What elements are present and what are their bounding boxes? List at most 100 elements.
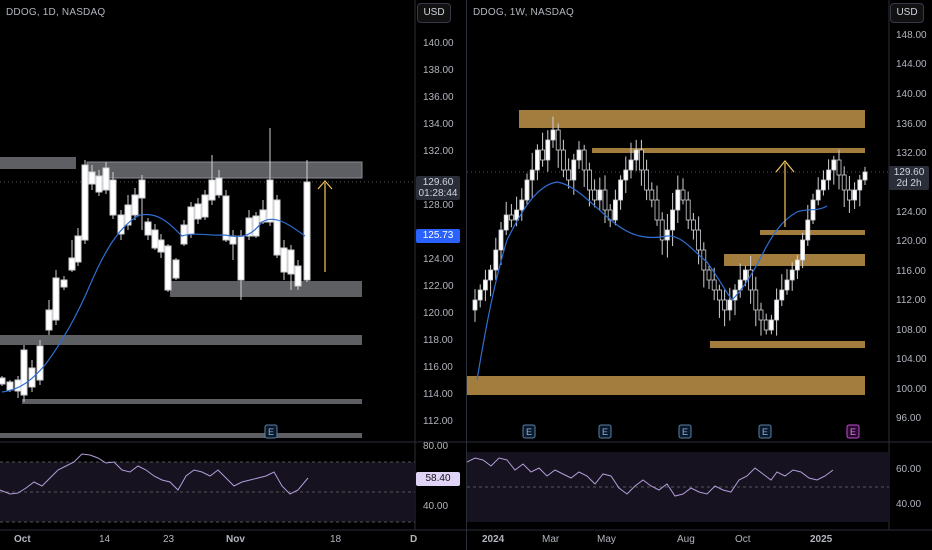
right-candle-body (779, 289, 785, 301)
right-earnings-icon: E (682, 427, 688, 437)
left-rsi-label: 40.00 (423, 501, 449, 512)
left-candle-body (273, 199, 281, 256)
right-x-label: Mar (542, 534, 560, 545)
right-candle-body (654, 199, 660, 221)
left-last-price: 129.60 (422, 177, 454, 188)
left-rsi-tag: 58.40 (416, 472, 460, 486)
right-candle-body (503, 214, 509, 231)
pane-divider[interactable] (466, 0, 467, 550)
right-earnings-icon: E (850, 427, 856, 437)
left-ma-tag: 125.73 (416, 229, 460, 243)
right-earnings-icon: E (526, 427, 532, 437)
right-y-label: 136.00 (896, 119, 927, 130)
right-earnings-badge (846, 424, 860, 439)
right-candle-body (826, 169, 832, 181)
left-y-label: 128.00 (423, 200, 454, 211)
left-candle-body (45, 309, 53, 331)
left-x-label: 23 (163, 534, 175, 545)
right-rsi-label: 60.00 (896, 464, 922, 475)
left-y-label: 120.00 (423, 308, 454, 319)
right-rsi-label: 40.00 (896, 499, 922, 510)
right-x-label: Aug (677, 534, 695, 545)
right-candle-body (794, 259, 800, 271)
right-candle-body (758, 309, 764, 321)
left-candle-body (287, 249, 295, 275)
left-support-zone (0, 335, 362, 345)
right-candle-body (670, 209, 676, 231)
right-candle-body (836, 159, 842, 176)
right-candle-body (618, 179, 624, 201)
right-chart-pane[interactable]: E E E E E DDOG, 1W, NASDAQ USD 148.00 144.00… (467, 0, 932, 550)
left-ticker-label: DDOG, 1D, NASDAQ (6, 7, 106, 18)
right-candle-body (862, 171, 868, 181)
right-support-zone (760, 230, 865, 235)
right-x-label: 2025 (810, 534, 833, 545)
right-y-label: 112.00 (896, 295, 926, 306)
left-candle-body (88, 171, 96, 185)
left-y-label: 132.00 (423, 146, 454, 157)
left-candle-body (201, 194, 209, 218)
right-earnings-badge (678, 424, 692, 439)
right-candle-body (498, 229, 504, 251)
left-y-label: 134.00 (423, 119, 454, 130)
left-rsi-label: 80.00 (423, 441, 449, 452)
right-last-price: 129.60 (893, 167, 925, 178)
right-candle-body (716, 289, 722, 301)
left-candle-body (222, 195, 230, 241)
right-candle-body (514, 209, 519, 221)
right-candle-body (784, 279, 790, 291)
right-candle-body (638, 149, 644, 171)
right-y-label: 108.00 (896, 325, 927, 336)
right-earnings-icon: E (762, 427, 768, 437)
left-y-label: 114.00 (423, 389, 453, 400)
right-candle-body (753, 289, 759, 311)
right-candle-body (664, 229, 670, 241)
left-candle-body (68, 257, 76, 271)
left-y-label: 118.00 (423, 335, 453, 346)
left-chart-pane[interactable]: E DDOG, 1D, NASDAQ USD 140.00 138.00 136… (0, 0, 466, 550)
left-price-tag: 129.60 01:28:44 (416, 176, 460, 200)
right-up-arrow-head (775, 160, 795, 173)
right-x-label: 2024 (482, 534, 505, 545)
left-support-zone (170, 281, 362, 297)
right-candle-body (675, 189, 681, 211)
left-candle-body (124, 204, 132, 226)
right-candle-body (685, 199, 691, 221)
left-candle-body (303, 181, 311, 281)
right-bar-countdown: 2d 2h (896, 178, 922, 189)
right-candle-body (852, 189, 858, 201)
right-support-zone (724, 254, 865, 266)
left-support-zone (0, 433, 362, 438)
left-candle-body (245, 217, 253, 237)
left-candle-body (187, 206, 195, 235)
right-y-label: 104.00 (896, 354, 927, 365)
left-currency-button[interactable]: USD (417, 3, 451, 23)
left-candle-body (102, 167, 110, 191)
right-currency-button[interactable]: USD (890, 3, 924, 23)
right-candle-body (540, 149, 545, 161)
left-candle-body (172, 259, 180, 279)
right-candle-body (680, 189, 686, 201)
right-candle-body (633, 149, 639, 161)
right-candle-body (524, 179, 530, 201)
left-candle-body (131, 194, 139, 216)
right-candle-body (566, 169, 571, 181)
right-candle-body (800, 239, 806, 261)
right-candle-body (509, 214, 514, 221)
right-candle-body (602, 189, 608, 211)
left-candle-body (237, 235, 245, 281)
right-y-label: 132.00 (896, 148, 927, 159)
right-candle-body (815, 189, 821, 201)
right-earnings-icon: E (602, 427, 608, 437)
right-candle-body (561, 149, 566, 171)
left-x-label: 18 (330, 534, 342, 545)
right-candle-body (628, 159, 634, 171)
left-candle-body (52, 277, 60, 321)
right-ticker-label: DDOG, 1W, NASDAQ (473, 7, 574, 18)
right-candle-body (472, 299, 478, 311)
left-y-label: 122.00 (423, 281, 454, 292)
left-candle-body (144, 221, 152, 236)
right-candle-body (659, 219, 665, 241)
left-x-label: 14 (99, 534, 111, 545)
